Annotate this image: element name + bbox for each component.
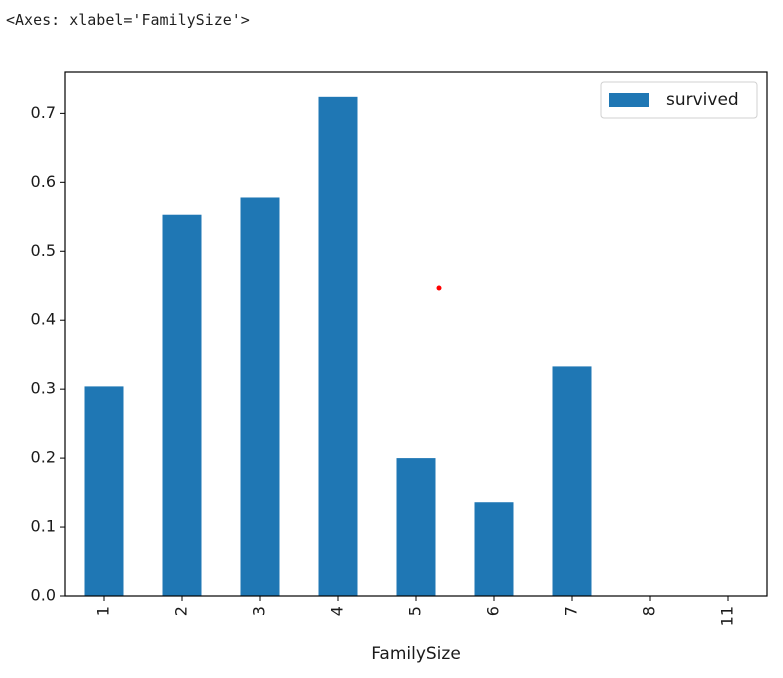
y-tick-label: 0.5 <box>31 241 56 260</box>
legend-swatch <box>609 93 649 107</box>
red-marker-dot <box>436 285 442 291</box>
bar-7 <box>552 366 592 596</box>
x-tick-label: 7 <box>562 606 581 616</box>
bars-group <box>84 96 592 597</box>
bar-2 <box>162 214 202 596</box>
bar-5 <box>396 458 436 596</box>
legend-label: survived <box>666 90 739 110</box>
x-tick-label: 1 <box>94 606 113 616</box>
x-tick-label: 3 <box>250 606 269 616</box>
bar-4 <box>318 96 358 597</box>
legend: survived <box>600 81 758 119</box>
x-axis-label: FamilySize <box>371 644 461 664</box>
bar-3 <box>240 197 280 597</box>
y-axis-ticks: 0.0 0.1 0.2 0.3 0.4 0.5 0.6 0.7 <box>31 103 65 605</box>
x-tick-label: 5 <box>406 606 425 616</box>
x-tick-label: 6 <box>484 606 503 616</box>
x-tick-label: 8 <box>640 606 659 616</box>
y-tick-label: 0.6 <box>31 172 56 191</box>
x-axis-ticks: 1 2 3 4 5 6 7 8 11 <box>94 596 737 626</box>
x-tick-label: 4 <box>328 606 347 616</box>
bar-1 <box>84 386 124 596</box>
y-tick-label: 0.3 <box>31 379 56 398</box>
y-tick-label: 0.2 <box>31 448 56 467</box>
x-tick-label: 11 <box>718 606 737 626</box>
y-tick-label: 0.0 <box>31 586 56 605</box>
y-tick-label: 0.7 <box>31 103 56 122</box>
axes-repr-output: <Axes: xlabel='FamilySize'> <box>6 11 250 29</box>
x-tick-label: 2 <box>172 606 191 616</box>
y-tick-label: 0.4 <box>31 310 56 329</box>
y-tick-label: 0.1 <box>31 517 56 536</box>
legend-box <box>600 81 758 119</box>
bar-6 <box>474 502 514 596</box>
